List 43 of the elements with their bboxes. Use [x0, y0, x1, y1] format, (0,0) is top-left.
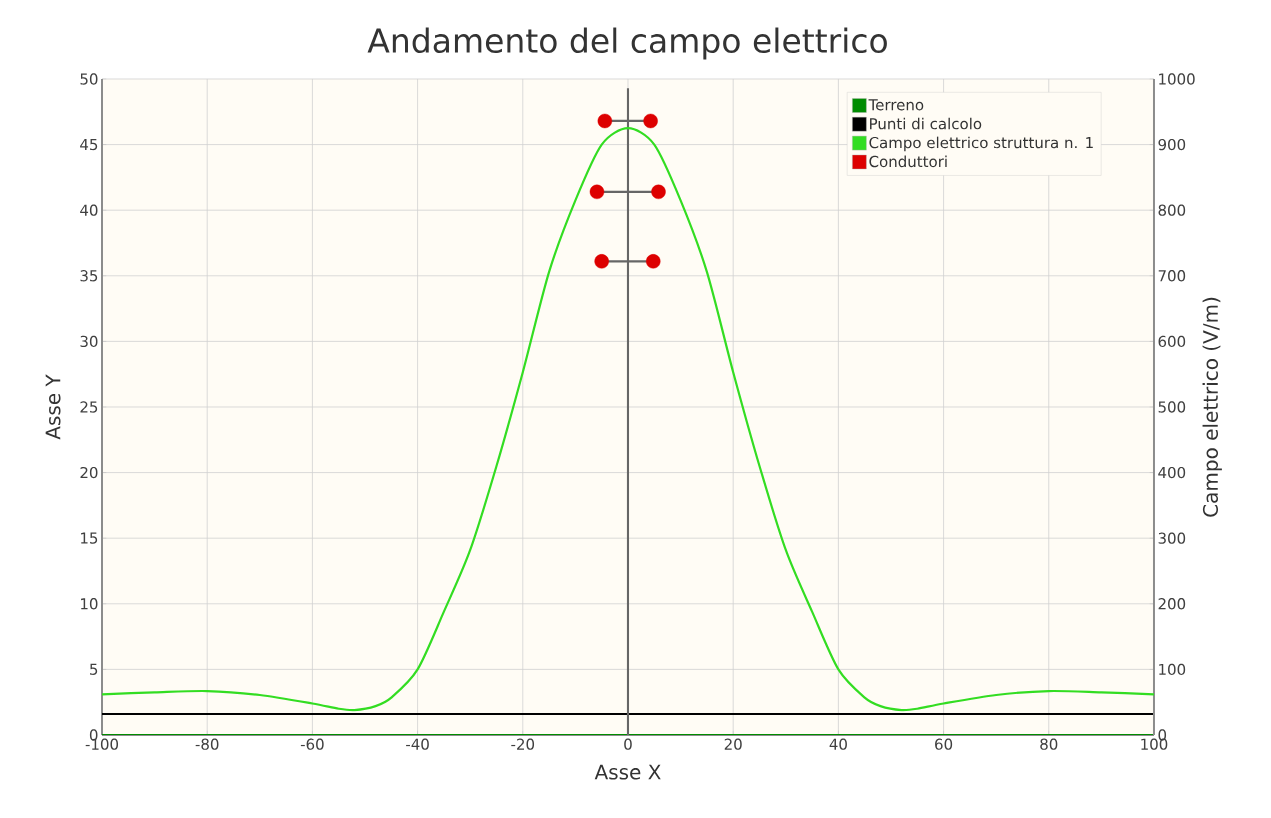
point [594, 254, 609, 269]
y2-tick-label: 300 [1158, 532, 1186, 544]
x-axis-title: Asse X [594, 764, 661, 780]
legend-label: Campo elettrico struttura n. 1 [869, 136, 1093, 152]
y-tick-label: 20 [80, 466, 98, 479]
y2-tick-label: 1000 [1159, 73, 1195, 85]
y-axis-title: Asse Y [45, 374, 61, 440]
y-tick-label: 15 [81, 532, 98, 544]
y2-tick-label: 900 [1158, 138, 1186, 151]
chart-title: Andamento del campo elettrico [367, 27, 887, 60]
y-tick-label: 40 [80, 204, 98, 216]
y2-tick-label: 700 [1158, 270, 1186, 282]
y2-tick-label: 200 [1158, 598, 1186, 610]
point [589, 184, 605, 200]
y-tick-label: 45 [80, 139, 98, 151]
y-tick-label: 35 [80, 270, 98, 282]
point [597, 113, 613, 129]
x-tick-label: -60 [300, 738, 324, 750]
point [651, 184, 666, 200]
x-tick-label: 0 [624, 738, 632, 750]
legend-label: Conduttori [869, 155, 947, 168]
legend-label: Terreno [868, 99, 924, 111]
x-tick-label: 40 [829, 738, 847, 750]
x-tick-label: -40 [406, 738, 429, 750]
y-tick-label: 30 [80, 335, 98, 348]
y2-tick-label: 400 [1158, 466, 1186, 479]
y2-tick-label: 500 [1158, 401, 1186, 413]
y-tick-label: 25 [80, 401, 98, 413]
y2-axis-title: Campo elettrico (V/m) [1202, 297, 1222, 517]
y-tick-label: 5 [90, 663, 98, 675]
x-tick-label: 20 [724, 738, 742, 750]
legend-label: Punti di calcolo [870, 117, 982, 130]
x-tick-label: 60 [935, 738, 953, 750]
point [643, 113, 658, 129]
y2-tick-label: 800 [1158, 204, 1186, 216]
y-tick-label: 50 [80, 73, 98, 85]
x-tick-label: 80 [1040, 738, 1058, 750]
y2-tick-label: 100 [1159, 663, 1186, 676]
x-tick-label: -20 [511, 738, 535, 750]
point [646, 254, 661, 269]
y2-tick-label: 600 [1158, 335, 1186, 348]
x-tick-label: -80 [195, 738, 219, 750]
y-tick-label: 10 [81, 598, 98, 610]
